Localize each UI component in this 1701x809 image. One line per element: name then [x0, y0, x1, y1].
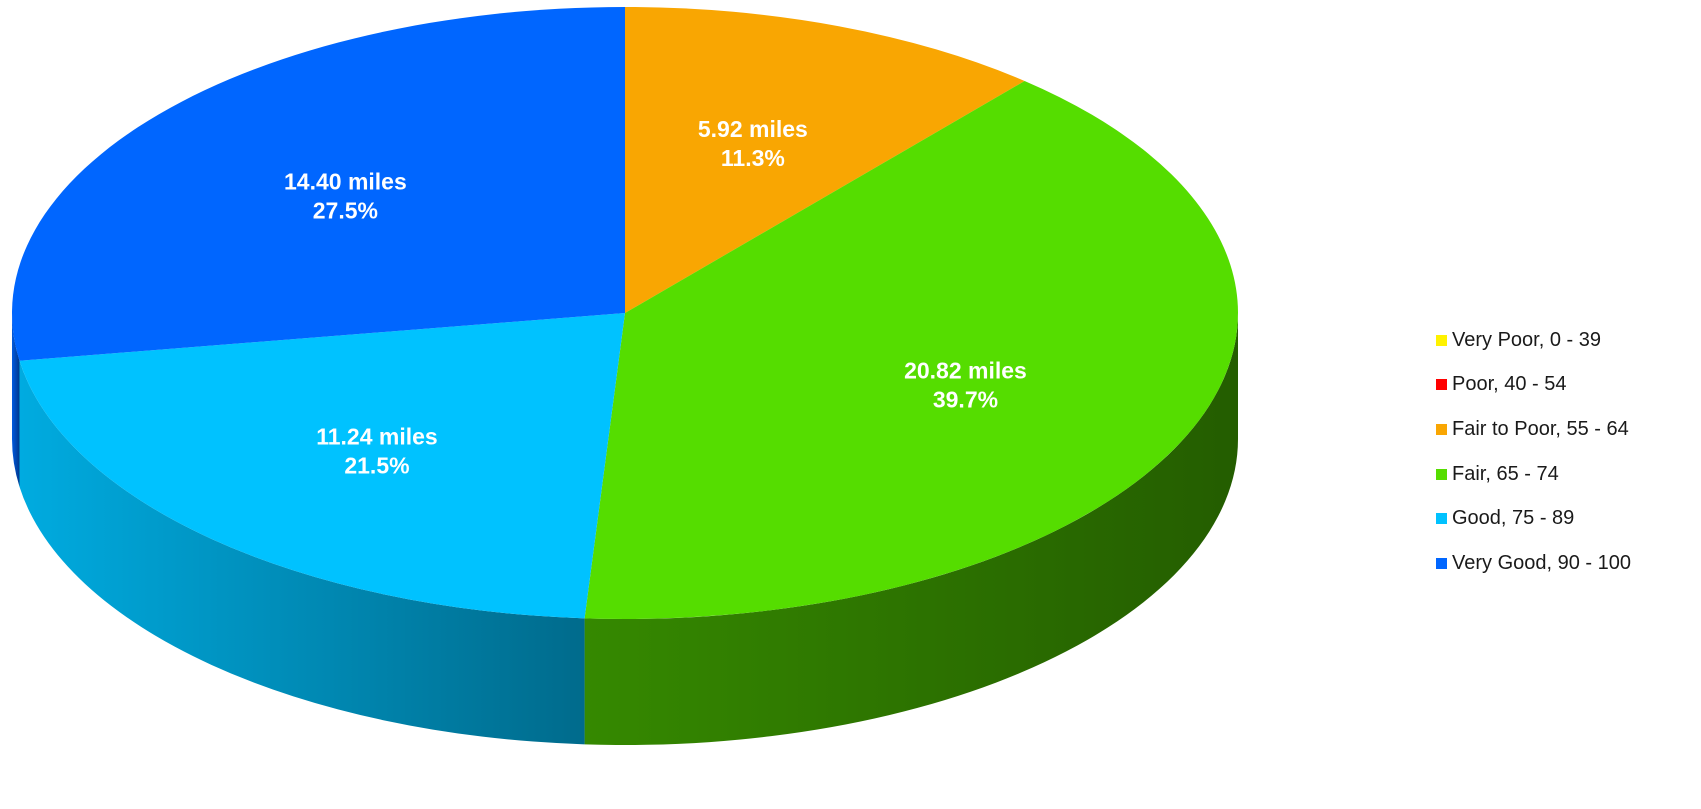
legend-item-poor-40-54: Poor, 40 - 54 [1436, 363, 1698, 408]
pie-slice-good-75-89 [19, 313, 626, 619]
legend-item-very-good-90-100: Very Good, 90 - 100 [1436, 541, 1698, 586]
pie-side-good-75-89 [19, 360, 585, 745]
data-label-value: 14.40 miles [284, 169, 407, 195]
legend-swatch [1436, 423, 1447, 435]
legend-swatch [1436, 334, 1447, 346]
legend: Very Poor, 0 - 39 Poor, 40 - 54 Fair to Po… [1436, 318, 1698, 586]
legend-swatch [1436, 379, 1447, 391]
pie-sides [12, 313, 1238, 745]
pie-side-very-good-90-100 [12, 313, 20, 487]
legend-item-fair-to-poor-55-64: Fair to Poor, 55 - 64 [1436, 407, 1698, 452]
pie-slice-fair-65-74 [584, 80, 1238, 619]
legend-label: Good, 75 - 89 [1452, 507, 1575, 530]
legend-swatch [1436, 468, 1447, 480]
data-label-very-good-90-100: 14.40 miles 27.5% [284, 169, 407, 224]
data-label-percent: 21.5% [344, 453, 409, 479]
legend-label: Fair to Poor, 55 - 64 [1452, 417, 1629, 440]
data-label-percent: 39.7% [933, 386, 998, 412]
legend-label: Very Good, 90 - 100 [1452, 551, 1632, 574]
legend-label: Poor, 40 - 54 [1452, 373, 1567, 396]
pie-labels: 5.92 miles 11.3% 20.82 miles 39.7% 11.24 mil… [284, 116, 1027, 479]
data-label-percent: 27.5% [313, 198, 378, 224]
data-label-value: 20.82 miles [904, 357, 1027, 383]
data-label-fair-to-poor-55-64: 5.92 miles 11.3% [698, 116, 808, 171]
data-label-percent: 11.3% [721, 145, 785, 171]
pie-tops [11, 7, 1238, 619]
legend-swatch [1436, 513, 1447, 525]
legend-item-fair-65-74: Fair, 65 - 74 [1436, 452, 1698, 497]
data-label-value: 5.92 miles [698, 116, 808, 142]
legend-item-good-75-89: Good, 75 - 89 [1436, 496, 1698, 541]
legend-swatch [1436, 557, 1447, 569]
pie-side-fair-65-74 [584, 313, 1238, 745]
data-label-fair-65-74: 20.82 miles 39.7% [904, 357, 1027, 412]
legend-label: Very Poor, 0 - 39 [1452, 328, 1601, 351]
pie-slice-very-good-90-100 [11, 7, 625, 361]
legend-label: Fair, 65 - 74 [1452, 462, 1559, 485]
pie-slice-fair-to-poor-55-64 [625, 7, 1025, 313]
data-label-value: 11.24 miles [316, 424, 438, 450]
legend-item-very-poor-0-39: Very Poor, 0 - 39 [1436, 318, 1698, 363]
data-label-good-75-89: 11.24 miles 21.5% [316, 424, 438, 479]
